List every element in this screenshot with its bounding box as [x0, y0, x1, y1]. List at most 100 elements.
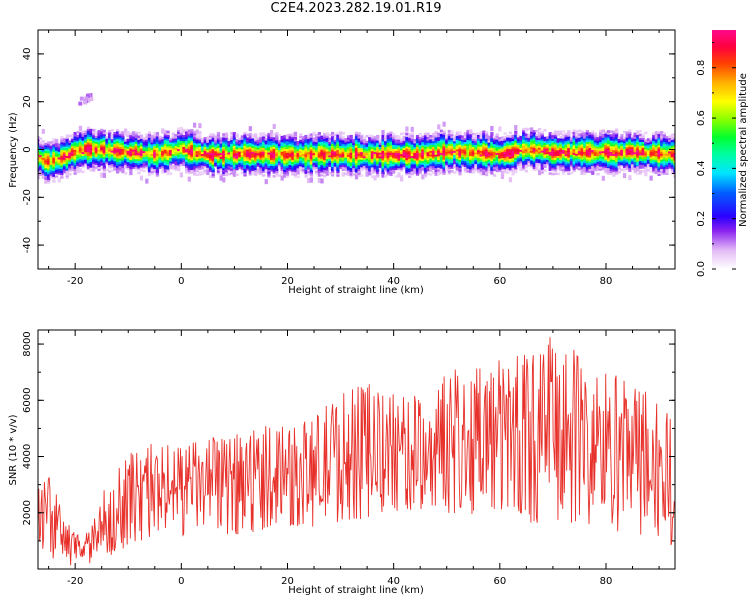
heatmap-cell: [407, 144, 412, 148]
heatmap-cell: [466, 164, 470, 167]
heatmap-cell: [54, 175, 59, 178]
heatmap-cell: [317, 139, 321, 143]
heatmap-cell: [89, 130, 93, 134]
heatmap-cell: [461, 164, 465, 167]
heatmap-cell: [198, 157, 202, 161]
heatmap-cell: [596, 172, 600, 176]
heatmap-cell: [277, 139, 282, 143]
heatmap-cell: [434, 159, 438, 163]
heatmap-cell: [108, 156, 112, 160]
heatmap-cell: [147, 173, 152, 177]
heatmap-cell: [267, 157, 271, 161]
heatmap-cell: [102, 137, 106, 140]
heatmap-cell: [607, 155, 611, 158]
heatmap-cell: [572, 154, 576, 157]
heatmap-cell: [442, 162, 446, 166]
heatmap-cell: [100, 163, 104, 166]
heatmap-cell: [254, 169, 258, 173]
heatmap-cell: [668, 152, 672, 156]
heatmap-cell: [115, 134, 120, 138]
heatmap-cell: [439, 162, 444, 165]
heatmap-cell: [516, 144, 521, 147]
heatmap-cell: [185, 148, 189, 151]
heatmap-cell: [110, 169, 114, 172]
heatmap-cell: [108, 135, 112, 139]
heatmap-cell: [118, 135, 122, 138]
heatmap-cell: [373, 139, 377, 143]
heatmap-cell: [569, 162, 574, 165]
heatmap-cell: [386, 132, 390, 136]
heatmap-cell: [500, 155, 505, 158]
heatmap-cell: [52, 160, 56, 164]
heatmap-cell: [108, 170, 112, 173]
heatmap-cell: [214, 135, 218, 138]
heatmap-cell: [577, 154, 582, 157]
heatmap-cell: [76, 134, 80, 138]
heatmap-cell: [474, 163, 478, 167]
heatmap-cell: [291, 155, 295, 159]
heatmap-cell: [110, 146, 114, 149]
heatmap-cell: [336, 166, 340, 170]
heatmap-cell: [538, 170, 542, 176]
heatmap-cell: [392, 136, 396, 140]
heatmap-cell: [227, 167, 231, 170]
heatmap-cell: [60, 176, 64, 179]
heatmap-cell: [153, 134, 157, 137]
heatmap-cell: [352, 144, 356, 148]
heatmap-cell: [426, 161, 430, 164]
heatmap-cell: [644, 150, 648, 154]
heatmap-cell: [500, 153, 505, 157]
heatmap-cell: [182, 144, 186, 147]
heatmap-cell: [211, 150, 215, 154]
heatmap-cell: [312, 150, 316, 154]
heatmap-cell: [421, 168, 425, 171]
heatmap-cell: [307, 149, 311, 153]
heatmap-cell: [206, 148, 210, 151]
heatmap-cell: [62, 153, 67, 157]
heatmap-cell: [514, 143, 518, 147]
heatmap-cell: [362, 163, 367, 166]
heatmap-cell: [317, 160, 321, 164]
heatmap-cell: [174, 137, 178, 141]
heatmap-cell: [381, 167, 385, 171]
heatmap-cell: [57, 156, 61, 160]
heatmap-cell: [118, 140, 122, 144]
heatmap-cell: [628, 138, 632, 142]
heatmap-cell: [89, 167, 93, 170]
heatmap-cell: [70, 136, 75, 139]
heatmap-cell: [174, 151, 178, 154]
heatmap-cell: [134, 160, 138, 164]
heatmap-cell: [596, 142, 600, 145]
heatmap-cell: [86, 145, 91, 149]
heatmap-cell: [572, 137, 576, 140]
heatmap-cell: [185, 159, 189, 162]
heatmap-cell: [418, 171, 422, 174]
heatmap-cell: [673, 161, 675, 165]
heatmap-cell: [630, 146, 635, 150]
heatmap-cell: [392, 142, 396, 145]
heatmap-cell: [68, 142, 72, 145]
heatmap-cell: [86, 161, 91, 164]
heatmap-cell: [384, 159, 388, 163]
heatmap-cell: [113, 152, 117, 156]
heatmap-cell: [285, 161, 290, 165]
heatmap-cell: [224, 171, 229, 175]
heatmap-cell: [54, 169, 59, 172]
heatmap-cell: [487, 141, 491, 145]
heatmap-cell: [291, 134, 295, 138]
heatmap-cell: [240, 160, 244, 163]
heatmap-cell: [269, 159, 274, 163]
heatmap-cell: [474, 157, 478, 161]
heatmap-cell: [580, 166, 584, 170]
heatmap-cell: [407, 152, 412, 155]
heatmap-cell: [471, 165, 475, 168]
heatmap-cell: [94, 145, 99, 148]
heatmap-cell: [636, 172, 640, 176]
heatmap-cell: [625, 163, 629, 167]
heatmap-cell: [224, 169, 229, 173]
heatmap-cell: [553, 164, 558, 168]
heatmap-cell: [620, 155, 624, 158]
heatmap-cell: [121, 161, 125, 165]
heatmap-cell: [463, 151, 467, 154]
heatmap-cell: [323, 138, 327, 142]
